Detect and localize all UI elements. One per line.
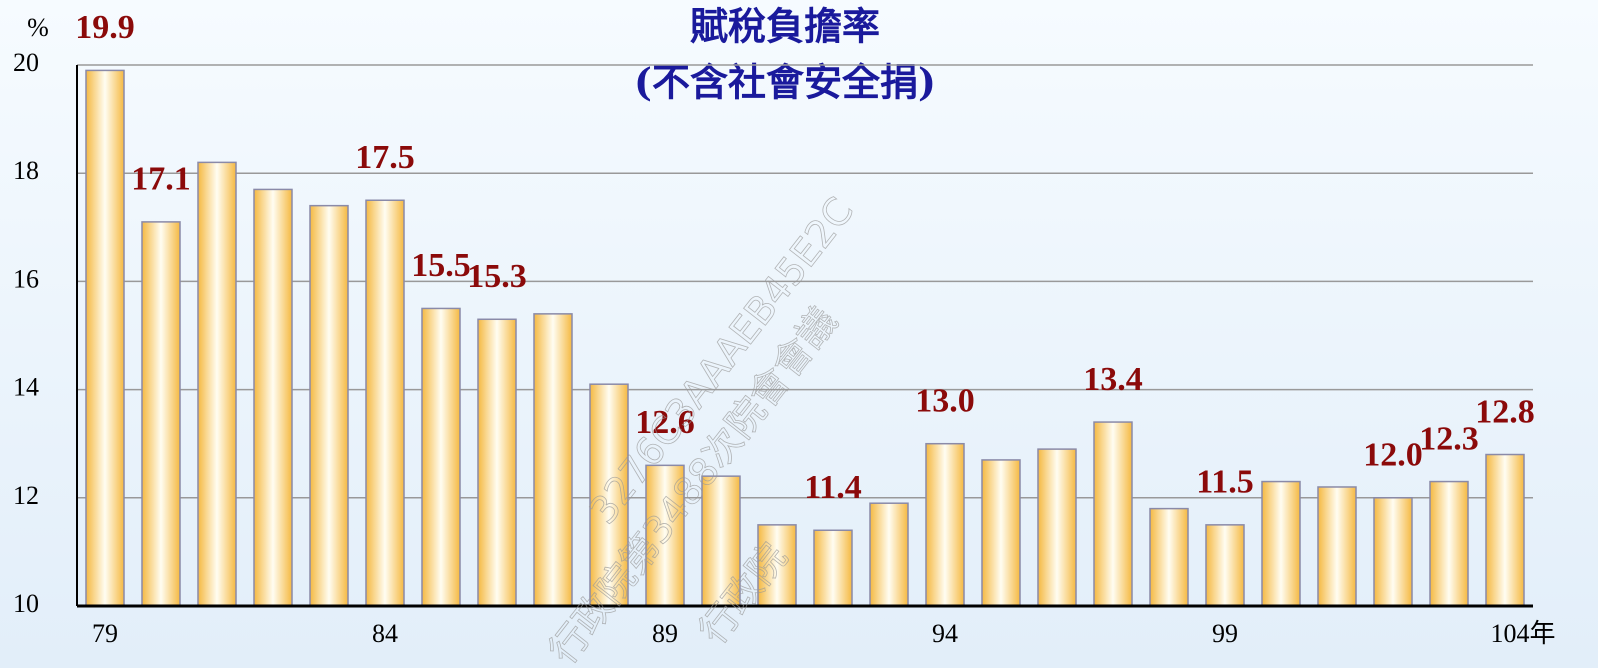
x-tick-label: 84 bbox=[372, 619, 398, 648]
plot: 10 12 14 16 18 20 79 19.9 17.1 84 17.5 15.515.3 89 12… bbox=[13, 9, 1556, 648]
y-tick-label: 14 bbox=[13, 373, 39, 402]
data-label: 11.5 bbox=[1196, 464, 1254, 501]
bar bbox=[1093, 421, 1133, 607]
bar bbox=[701, 475, 741, 607]
y-tick-label: 12 bbox=[13, 481, 39, 510]
bar bbox=[309, 204, 349, 607]
data-label: 12.8 bbox=[1475, 393, 1535, 430]
data-label: 17.5 bbox=[355, 139, 415, 176]
x-tick-label: 99 bbox=[1212, 619, 1238, 648]
x-tick-label: 94 bbox=[932, 619, 958, 648]
x-tick-label: 79 bbox=[92, 619, 118, 648]
bar bbox=[365, 199, 405, 607]
bar bbox=[1317, 486, 1357, 607]
y-tick-label: 18 bbox=[13, 156, 39, 185]
data-label: 19.9 bbox=[75, 9, 135, 46]
data-label: 15.5 bbox=[411, 247, 471, 284]
bar bbox=[141, 221, 181, 607]
bar bbox=[197, 161, 237, 607]
y-tick-label: 20 bbox=[13, 48, 39, 77]
chart-title: 賦稅負擔率 bbox=[690, 4, 880, 49]
y-unit: % bbox=[27, 13, 49, 42]
bar bbox=[645, 464, 685, 607]
data-label: 12.0 bbox=[1363, 437, 1423, 474]
bar bbox=[253, 188, 293, 607]
bar bbox=[757, 524, 797, 607]
data-label: 15.3 bbox=[467, 258, 527, 295]
bar bbox=[925, 442, 965, 607]
bar bbox=[1149, 507, 1189, 607]
x-tick-label: 89 bbox=[652, 619, 678, 648]
chart-subtitle: (不含社會安全捐) bbox=[634, 60, 936, 105]
bar bbox=[477, 318, 517, 607]
bar bbox=[869, 502, 909, 607]
bar bbox=[1037, 448, 1077, 607]
bar bbox=[981, 459, 1021, 607]
bar bbox=[1373, 497, 1413, 607]
bar bbox=[589, 383, 629, 607]
bar bbox=[85, 69, 125, 607]
bar bbox=[1261, 480, 1301, 607]
x-tick-label: 104年 bbox=[1490, 619, 1555, 648]
y-tick-label: 10 bbox=[13, 589, 39, 618]
bar bbox=[1485, 453, 1525, 607]
data-label: 12.3 bbox=[1419, 420, 1479, 457]
bar bbox=[533, 313, 573, 607]
bar bbox=[421, 307, 461, 607]
y-tick-label: 16 bbox=[13, 264, 39, 293]
bar bbox=[813, 529, 853, 607]
data-label: 13.0 bbox=[915, 382, 975, 419]
bar bbox=[1429, 480, 1469, 607]
data-label: 13.4 bbox=[1083, 361, 1143, 398]
bar bbox=[1205, 524, 1245, 607]
data-label: 17.1 bbox=[131, 161, 191, 198]
data-label: 12.6 bbox=[635, 404, 695, 441]
data-label: 11.4 bbox=[804, 469, 862, 506]
